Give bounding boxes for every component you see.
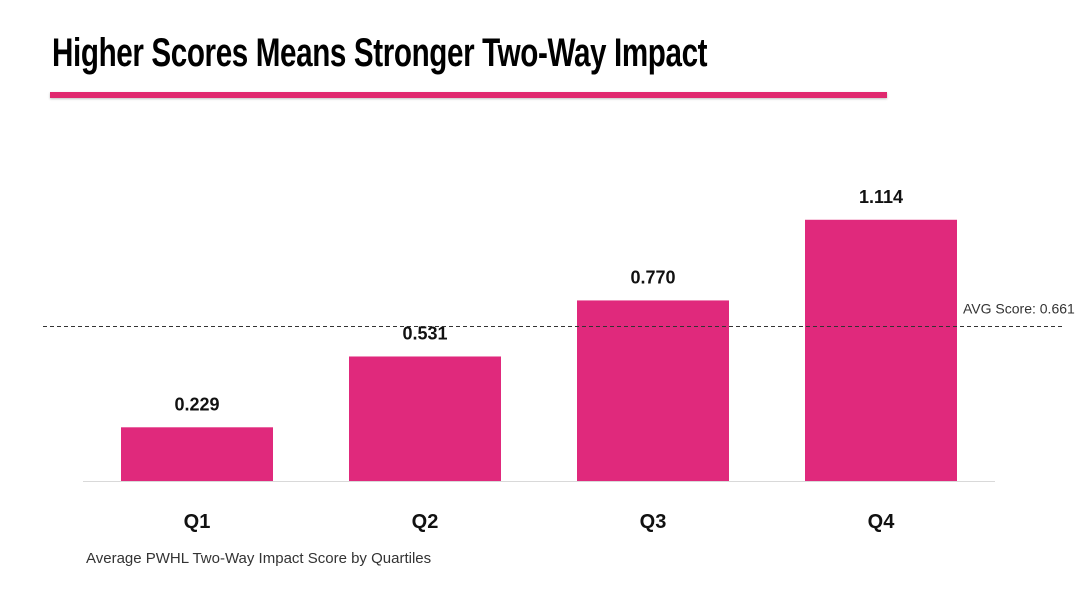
chart-title: Higher Scores Means Stronger Two-Way Imp… <box>52 31 708 75</box>
value-label-q1: 0.229 <box>174 394 219 414</box>
value-label-q3: 0.770 <box>630 267 675 287</box>
x-tick-label-q4: Q4 <box>868 511 896 533</box>
value-label-q4: 1.114 <box>859 187 903 207</box>
bar-q1 <box>121 427 273 481</box>
value-label-q2: 0.531 <box>402 323 447 343</box>
x-tick-label-q3: Q3 <box>640 511 667 533</box>
avg-reference-label: AVG Score: 0.661 <box>963 301 1075 317</box>
x-tick-label-q2: Q2 <box>412 511 439 533</box>
chart-caption: Average PWHL Two-Way Impact Score by Qua… <box>86 550 432 567</box>
x-tick-label-q1: Q1 <box>184 511 211 533</box>
title-underline <box>50 92 887 98</box>
bar-q2 <box>349 356 501 481</box>
bar-q4 <box>805 219 957 481</box>
bar-q3 <box>577 300 729 481</box>
